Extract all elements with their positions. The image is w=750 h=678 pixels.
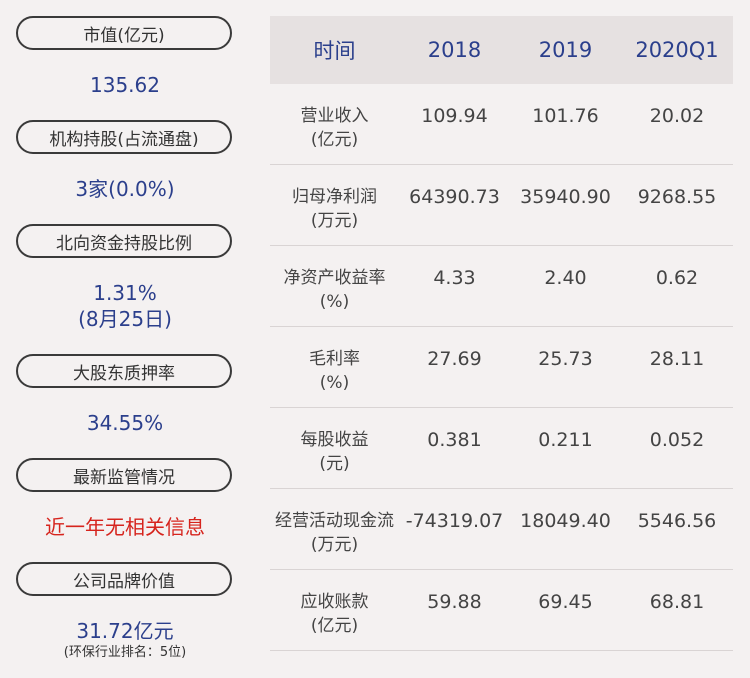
table-header: 时间 2018 2019 2020Q1 [270, 16, 733, 84]
regulatory-status-value: 近一年无相关信息 [45, 515, 205, 539]
cell-value: 64390.73 [409, 186, 500, 208]
institutional-holding-value: 3家(0.0%) [75, 177, 175, 201]
cell-value: 18049.40 [520, 510, 611, 532]
metric-name: 每股收益 [300, 430, 369, 450]
market-cap-value: 135.62 [90, 73, 160, 97]
pledge-ratio-value: 34.55% [86, 411, 164, 435]
row-label: 毛利率 (%) [270, 347, 399, 395]
cell-value: 25.73 [538, 348, 593, 370]
pledge-ratio-label: 大股东质押率 [16, 354, 232, 388]
brand-value-value: 31.72亿元 [76, 619, 174, 643]
metric-name: 经营活动现金流 [275, 511, 394, 531]
institutional-holding-label: 机构持股(占流通盘) [16, 120, 232, 154]
metric-name: 净资产收益率 [283, 268, 386, 288]
metric-name: 毛利率 [309, 349, 360, 369]
cell-value: 69.45 [538, 591, 593, 613]
cell-value: 101.76 [532, 105, 599, 127]
regulatory-status-label: 最新监管情况 [16, 458, 232, 492]
cell-value: 27.69 [427, 348, 482, 370]
brand-value-label: 公司品牌价值 [16, 562, 232, 596]
metric-unit: (亿元) [310, 130, 359, 150]
cell-value: 28.11 [649, 348, 705, 370]
brand-value-rank-note: (环保行业排名：5位) [63, 645, 187, 660]
cell-value: 4.33 [433, 267, 476, 289]
metric-name: 应收账款 [300, 592, 369, 612]
table-row: 应收账款 (亿元) 59.88 69.45 68.81 [270, 570, 733, 651]
metric-unit: (%) [319, 373, 350, 393]
cell-value: 109.94 [421, 105, 488, 127]
row-label: 每股收益 (元) [270, 428, 399, 476]
row-label: 归母净利润 (万元) [270, 185, 399, 233]
row-label: 营业收入 (亿元) [270, 104, 399, 152]
table-row: 毛利率 (%) 27.69 25.73 28.11 [270, 327, 733, 408]
cell-value: 0.211 [538, 429, 593, 451]
metric-unit: (万元) [310, 535, 359, 555]
cell-value: 0.62 [655, 267, 699, 289]
header-period: 时间 [313, 39, 356, 63]
row-label: 应收账款 (亿元) [270, 590, 399, 638]
cell-value: 9268.55 [637, 186, 717, 208]
cell-value: 0.052 [649, 429, 705, 451]
northbound-holding-value: 1.31% [93, 281, 157, 305]
cell-value: 20.02 [649, 105, 705, 127]
metric-name: 归母净利润 [292, 187, 377, 207]
northbound-holding-date: (8月25日) [78, 307, 172, 331]
table-row: 每股收益 (元) 0.381 0.211 0.052 [270, 408, 733, 489]
header-2019: 2019 [538, 38, 593, 62]
table-row: 经营活动现金流 (万元) -74319.07 18049.40 5546.56 [270, 489, 733, 570]
summary-panel: 市值(亿元) 135.62 机构持股(占流通盘) 3家(0.0%) 北向资金持股… [0, 0, 250, 678]
metric-unit: (%) [319, 292, 350, 312]
table-row: 营业收入 (亿元) 109.94 101.76 20.02 [270, 84, 733, 165]
metric-unit: (亿元) [310, 616, 359, 636]
brand-value-note-wrap: (环保行业排名：5位) [0, 644, 250, 662]
market-cap-label: 市值(亿元) [16, 16, 232, 50]
row-label: 净资产收益率 (%) [270, 266, 399, 314]
cell-value: 2.40 [544, 267, 587, 289]
metric-name: 营业收入 [300, 106, 369, 126]
cell-value: 0.381 [427, 429, 482, 451]
metric-unit: (万元) [310, 211, 359, 231]
cell-value: -74319.07 [405, 510, 504, 532]
metric-unit: (元) [319, 454, 350, 474]
table-row: 净资产收益率 (%) 4.33 2.40 0.62 [270, 246, 733, 327]
header-2018: 2018 [427, 38, 482, 62]
cell-value: 68.81 [649, 591, 705, 613]
cell-value: 59.88 [427, 591, 482, 613]
row-label: 经营活动现金流 (万元) [270, 509, 399, 557]
cell-value: 5546.56 [637, 510, 717, 532]
northbound-holding-label: 北向资金持股比例 [16, 224, 232, 258]
header-2020q1: 2020Q1 [635, 38, 719, 62]
cell-value: 35940.90 [520, 186, 611, 208]
table-row: 归母净利润 (万元) 64390.73 35940.90 9268.55 [270, 165, 733, 246]
financial-table: 时间 2018 2019 2020Q1 营业收入 (亿元) 109.94 101.… [270, 16, 733, 651]
